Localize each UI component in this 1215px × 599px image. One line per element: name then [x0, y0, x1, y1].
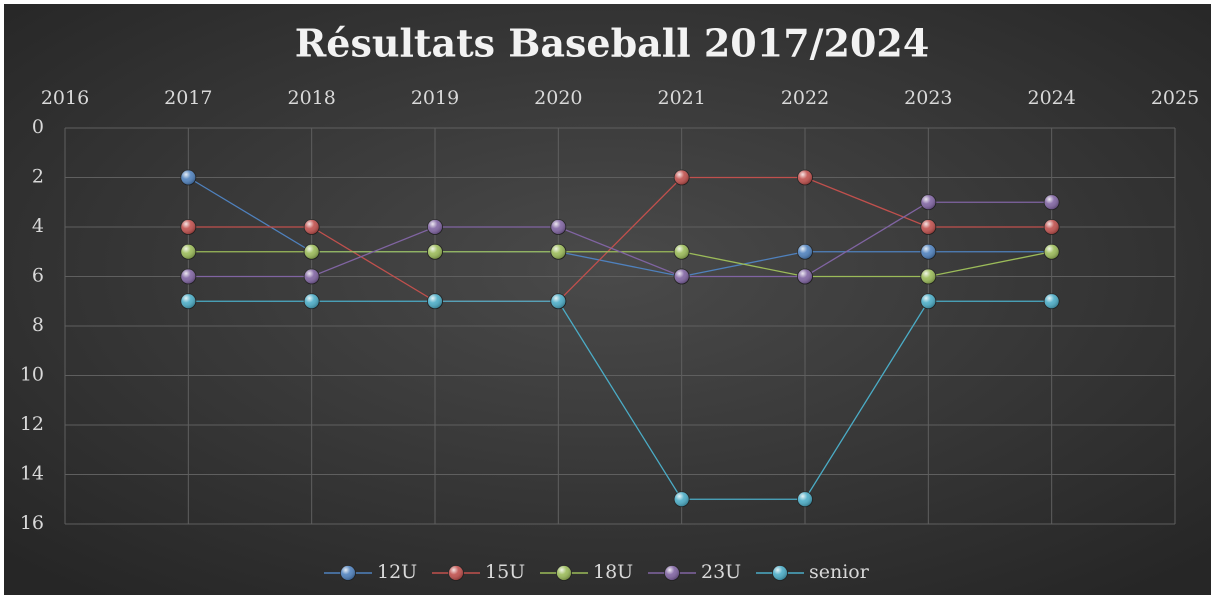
series-line — [188, 201, 1052, 278]
x-tick-label: 2017 — [164, 87, 212, 109]
marker — [797, 268, 813, 285]
y-tick-label: 12 — [20, 413, 44, 435]
marker — [427, 219, 443, 235]
marker — [303, 219, 320, 235]
marker — [180, 219, 197, 235]
legend-marker — [772, 565, 788, 581]
marker — [797, 169, 813, 186]
marker — [673, 169, 690, 186]
marker — [180, 293, 197, 310]
background — [4, 4, 1211, 595]
marker — [920, 268, 937, 285]
marker — [920, 194, 937, 211]
legend-marker — [556, 565, 572, 581]
y-tick-label: 14 — [20, 463, 44, 485]
marker — [1043, 243, 1060, 260]
legend-marker — [664, 565, 680, 581]
marker — [1043, 293, 1060, 310]
marker — [673, 491, 690, 508]
marker — [550, 243, 567, 260]
y-tick-label: 16 — [20, 512, 44, 534]
marker — [673, 243, 690, 260]
marker — [180, 243, 197, 260]
marker — [180, 268, 197, 285]
x-tick-label: 2023 — [904, 87, 952, 109]
marker — [303, 268, 320, 285]
y-tick-label: 0 — [32, 116, 44, 138]
x-tick-label: 2018 — [287, 87, 335, 109]
marker — [920, 219, 937, 235]
marker — [303, 243, 320, 260]
marker — [427, 243, 443, 260]
y-tick-label: 8 — [32, 314, 44, 336]
legend-label: 12U — [377, 561, 417, 583]
legend-marker — [340, 565, 356, 581]
marker — [427, 293, 443, 310]
marker — [303, 293, 320, 310]
series-line — [188, 300, 1052, 500]
marker — [1043, 194, 1060, 211]
marker — [797, 243, 813, 260]
x-tick-label: 2016 — [41, 87, 89, 109]
y-tick-label: 6 — [32, 265, 44, 287]
chart-title: Résultats Baseball 2017/2024 — [295, 21, 930, 66]
x-tick-label: 2021 — [657, 87, 705, 109]
marker — [797, 491, 813, 508]
marker — [180, 169, 197, 186]
y-tick-label: 2 — [32, 166, 44, 188]
marker — [673, 268, 690, 285]
y-tick-label: 4 — [32, 215, 44, 237]
x-tick-label: 2025 — [1151, 87, 1199, 109]
marker — [920, 293, 937, 310]
legend-label: 18U — [593, 561, 633, 583]
x-tick-label: 2019 — [411, 87, 459, 109]
x-tick-label: 2020 — [534, 87, 582, 109]
legend-label: 23U — [701, 561, 741, 583]
x-tick-label: 2024 — [1027, 87, 1075, 109]
y-tick-label: 10 — [20, 364, 44, 386]
x-tick-label: 2022 — [781, 87, 829, 109]
marker — [550, 219, 567, 235]
legend-label: senior — [809, 561, 870, 583]
legend-label: 15U — [485, 561, 525, 583]
marker — [920, 243, 937, 260]
marker — [1043, 219, 1060, 235]
marker — [550, 293, 567, 310]
legend-marker — [448, 565, 464, 581]
series-line — [188, 176, 1052, 302]
